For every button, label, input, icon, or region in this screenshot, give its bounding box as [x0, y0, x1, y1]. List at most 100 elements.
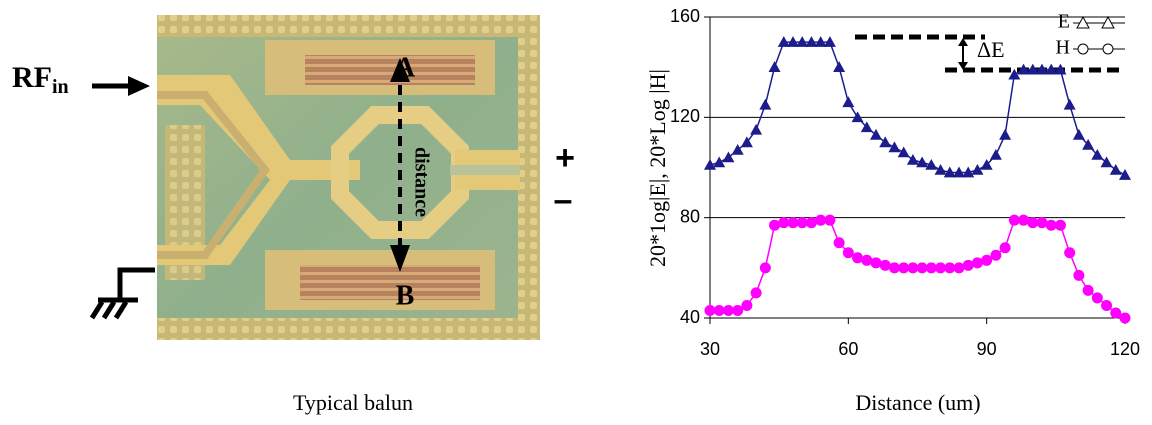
legend-marker: [1101, 15, 1115, 29]
circle-marker: [852, 252, 864, 264]
circle-marker: [1027, 217, 1039, 229]
x-tick-label: 30: [700, 339, 720, 359]
triangle-marker: [796, 36, 809, 47]
circle-marker: [898, 262, 910, 274]
triangle-marker: [851, 111, 864, 123]
triangle-marker: [713, 156, 726, 168]
y-tick-label: 80: [680, 206, 700, 226]
circle-marker: [925, 262, 937, 274]
triangle-marker: [704, 158, 716, 170]
triangle-marker: [814, 36, 827, 47]
y-tick-label: 120: [670, 106, 700, 126]
triangle-marker: [1091, 148, 1104, 160]
point-b: B: [396, 280, 415, 311]
circle-marker: [842, 247, 854, 259]
circle-marker: [1073, 269, 1085, 281]
triangle-marker: [722, 151, 735, 163]
circle-marker: [796, 217, 808, 229]
triangle-marker: [934, 164, 947, 175]
circle-marker: [971, 257, 983, 269]
triangle-marker: [842, 96, 855, 108]
rf-in-label: RFin: [12, 61, 69, 98]
circle-marker: [1064, 247, 1076, 259]
circle-marker: [1054, 219, 1066, 231]
series-1: [704, 214, 1131, 324]
circle-marker: [732, 304, 744, 316]
circle-marker: [944, 262, 956, 274]
triangle-marker: [1119, 169, 1131, 180]
triangle-marker: [1036, 63, 1048, 75]
triangle-marker: [1100, 156, 1113, 168]
triangle-marker: [731, 143, 744, 155]
circle-marker: [824, 214, 836, 226]
triangle-marker: [879, 136, 892, 148]
circle-marker: [870, 257, 882, 269]
circle-marker: [1101, 299, 1113, 311]
x-tick-label: 120: [1110, 339, 1140, 359]
triangle-marker: [787, 36, 799, 47]
triangle-marker: [740, 136, 753, 148]
triangle-marker: [1072, 128, 1085, 140]
triangle-marker: [860, 121, 873, 133]
triangle-marker: [897, 146, 910, 158]
circle-marker: [981, 254, 993, 266]
minus-terminal: –: [554, 181, 573, 219]
balun-micrograph: [157, 15, 540, 340]
ground-symbol: [89, 267, 155, 320]
x-axis-title: Distance (um): [855, 390, 980, 415]
legend-marker: [1076, 15, 1090, 29]
triangle-marker: [1054, 63, 1067, 75]
circle-marker: [787, 217, 799, 229]
input-arrow: [92, 76, 150, 96]
circle-marker: [907, 262, 919, 274]
triangle-marker: [906, 153, 919, 165]
triangle-marker: [759, 98, 772, 110]
circle-marker: [1119, 312, 1131, 324]
circle-marker: [1110, 307, 1122, 319]
triangle-marker: [1063, 98, 1076, 110]
circle-marker: [778, 217, 790, 229]
circle-marker: [1018, 214, 1030, 226]
triangle-marker: [1082, 138, 1095, 150]
triangle-marker: [925, 158, 938, 170]
triangle-marker: [916, 156, 929, 168]
circle-marker: [704, 304, 716, 316]
triangle-marker: [1017, 63, 1030, 75]
triangle-marker: [750, 123, 763, 135]
series-line: [709, 41, 1126, 176]
circle-marker: [759, 262, 771, 274]
plus-terminal: +: [555, 139, 575, 177]
circle-marker: [1036, 217, 1048, 229]
circle-marker: [888, 262, 900, 274]
circle-marker: [1091, 292, 1103, 304]
circle-marker: [833, 237, 845, 249]
triangle-marker: [888, 141, 901, 153]
y-axis-title: 20*1og|E|, 20*Log |H|: [645, 69, 670, 267]
triangle-marker: [962, 166, 975, 178]
triangle-marker: [989, 148, 1002, 160]
circle-marker: [769, 219, 781, 231]
triangle-marker: [971, 164, 984, 175]
circle-marker: [722, 304, 734, 316]
circle-marker: [962, 259, 974, 271]
caption: Typical balun: [293, 390, 413, 415]
circle-marker: [953, 262, 965, 274]
x-tick-label: 90: [977, 339, 997, 359]
circle-marker: [1045, 219, 1057, 231]
circle-marker: [935, 262, 947, 274]
legend-label: H: [1056, 37, 1070, 59]
triangle-marker: [777, 36, 790, 47]
triangle-marker: [833, 61, 846, 72]
triangle-marker: [1008, 68, 1021, 80]
legend-marker: [1077, 43, 1089, 55]
circle-marker: [861, 254, 873, 266]
legend-marker: [1102, 43, 1114, 55]
y-tick-label: 40: [680, 307, 700, 327]
circle-marker: [805, 217, 817, 229]
triangle-marker: [823, 36, 836, 47]
circle-marker: [815, 214, 827, 226]
triangle-marker: [768, 61, 781, 72]
series-0: [704, 36, 1131, 180]
circle-marker: [713, 304, 725, 316]
